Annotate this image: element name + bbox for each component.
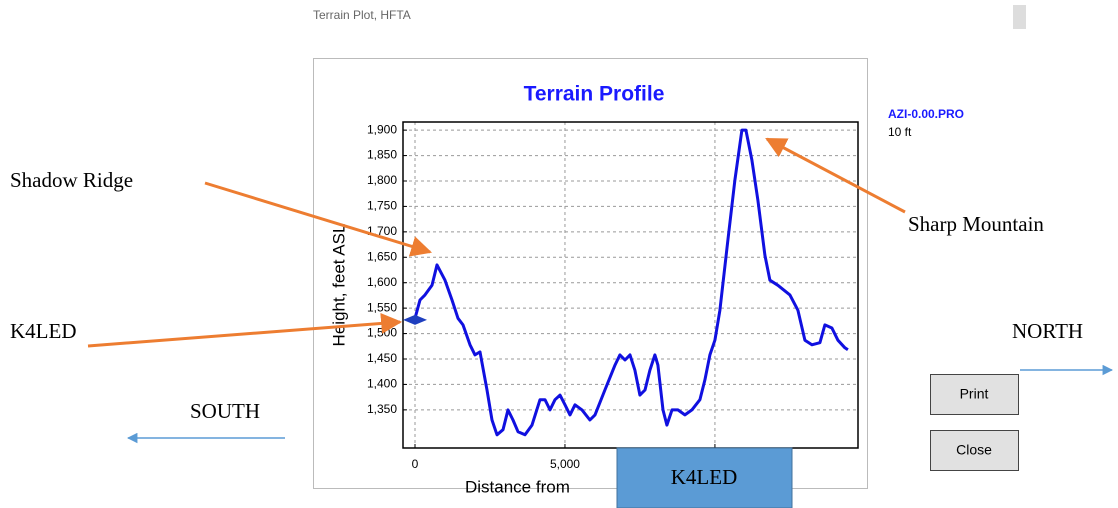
antenna-height: 10 ft [888,125,912,139]
annotation: NORTH [1012,319,1083,343]
x-tick-label: 5,000 [550,457,580,471]
y-tick-label: 1,800 [367,173,397,187]
annotation: Sharp Mountain [908,212,1044,236]
y-tick-label: 1,550 [367,300,397,314]
y-tick-label: 1,600 [367,275,397,289]
arrow [87,312,403,348]
annotation: Shadow Ridge [10,168,133,192]
print-label[interactable]: Print [960,386,989,402]
terrain-line [413,128,849,437]
callout-box [616,447,793,508]
y-axis-label: Height, feet ASL [329,224,348,347]
annotation: SOUTH [190,399,260,423]
y-tick-label: 1,450 [367,351,397,365]
print-button[interactable] [930,374,1019,415]
arrow [204,181,433,257]
y-tick-label: 1,750 [367,199,397,213]
window-control[interactable] [1013,5,1026,29]
annotation: K4LED [10,319,77,343]
y-tick-label: 1,350 [367,402,397,416]
y-tick-label: 1,900 [367,122,397,136]
y-tick-label: 1,850 [367,148,397,162]
y-tick-label: 1,400 [367,377,397,391]
close-label[interactable]: Close [956,442,992,458]
file-name: AZI-0.00.PRO [888,107,964,121]
callout-label: K4LED [671,465,738,489]
y-tick-label: 1,500 [367,326,397,340]
x-tick-label: 0 [412,457,419,471]
station-marker [402,314,427,325]
x-axis-label: Distance from [465,477,570,496]
window-title: Terrain Plot, HFTA [313,8,411,22]
chart-title: Terrain Profile [524,83,665,106]
y-tick-label: 1,650 [367,249,397,263]
close-button[interactable] [930,430,1019,471]
arrow [765,137,906,214]
